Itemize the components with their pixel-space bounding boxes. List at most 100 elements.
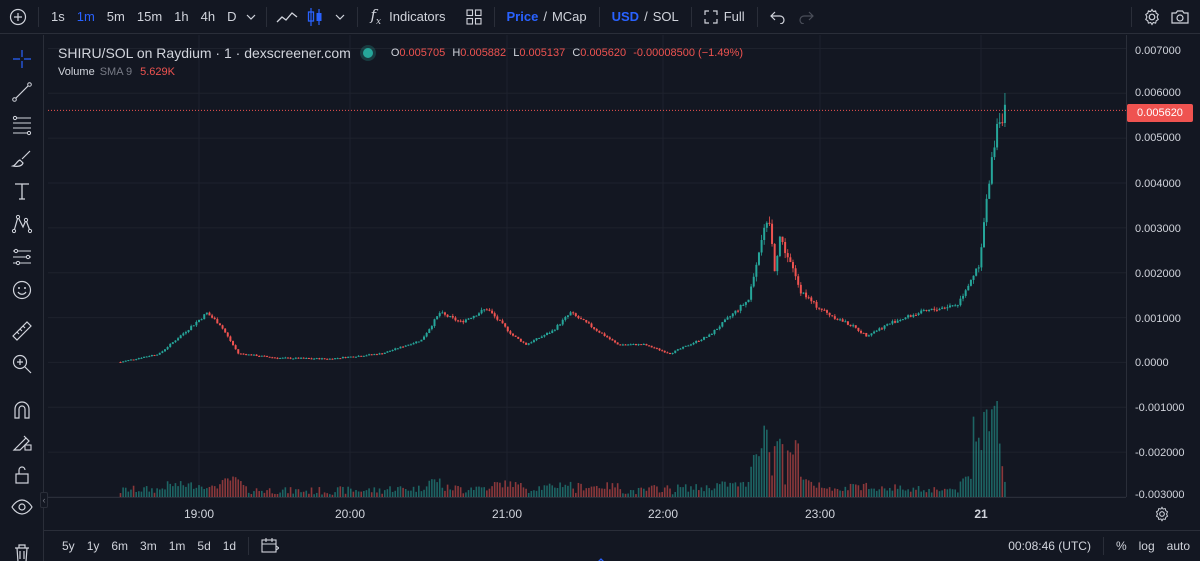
volume-value: 5.629K (140, 66, 175, 78)
interval-1m[interactable]: 1m (76, 9, 95, 24)
layouts-grid-icon[interactable] (460, 0, 488, 34)
candle-body (948, 305, 951, 308)
range-1m[interactable]: 1m (168, 539, 186, 553)
volume-bar (151, 488, 153, 497)
volume-bar (190, 482, 192, 497)
usd-option[interactable]: USD (611, 9, 640, 24)
crosshair-icon[interactable] (8, 45, 36, 73)
line-chart-type-icon[interactable] (273, 0, 301, 34)
zoom-in-icon[interactable] (8, 350, 36, 378)
candle-body (553, 329, 556, 331)
volume-bar (418, 485, 420, 497)
candle-body (802, 292, 805, 294)
volume-bar (525, 488, 527, 497)
interval-4h[interactable]: 4h (200, 9, 216, 24)
indicators-button[interactable]: fx Indicators (364, 0, 451, 34)
text-tool-icon[interactable] (8, 177, 36, 205)
change-value: -0.00008500 (−1.49%) (633, 47, 743, 59)
volume-bar (679, 487, 682, 497)
volume-bar (386, 489, 389, 497)
volume-bar (854, 484, 857, 497)
candle-body (899, 320, 902, 322)
chart-pane[interactable] (48, 35, 1126, 498)
volume-bar (192, 488, 195, 497)
fullscreen-button[interactable]: Full (698, 0, 751, 34)
pattern-tool-icon[interactable] (8, 210, 36, 238)
sol-option[interactable]: SOL (652, 9, 679, 24)
close-value: 0.005620 (580, 47, 627, 59)
screenshot-camera-icon[interactable] (1166, 0, 1194, 34)
candle-body (336, 358, 339, 360)
ruler-measure-icon[interactable] (8, 317, 36, 345)
candle-body (538, 337, 541, 339)
lock-drawings-icon[interactable] (8, 428, 36, 456)
top-toolbar: 1s 1m 5m 15m 1h 4h D fx Indicators Price… (0, 0, 1200, 34)
candle-body (258, 355, 261, 357)
candle-body (198, 319, 200, 322)
mcap-option[interactable]: MCap (551, 9, 587, 24)
log-toggle[interactable]: log (1138, 539, 1155, 553)
interval-1s[interactable]: 1s (51, 9, 65, 24)
auto-toggle[interactable]: auto (1166, 539, 1190, 553)
volume-bar (860, 490, 862, 497)
utc-clock[interactable]: 00:08:46 (UTC) (1008, 539, 1091, 553)
candle-body (247, 354, 250, 356)
range-3m[interactable]: 3m (140, 539, 157, 553)
volume-bar (329, 494, 331, 497)
settings-gear-icon[interactable] (1138, 0, 1166, 34)
brush-icon[interactable] (8, 144, 36, 172)
volume-bar (465, 492, 467, 497)
candle-body (771, 223, 774, 244)
range-5y[interactable]: 5y (62, 539, 75, 553)
date-range-calendar-icon[interactable] (255, 537, 285, 556)
interval-dropdown-chevron-icon[interactable] (242, 0, 260, 34)
price-mcap-toggle[interactable]: Price / MCap (501, 0, 593, 34)
volume-bar (611, 483, 614, 497)
price-scale[interactable]: 0.007000 0.006000 0.005000 0.004000 0.00… (1126, 35, 1200, 501)
volume-bar (567, 485, 569, 497)
candle-body (658, 348, 661, 351)
volume-bar (988, 431, 991, 497)
range-5d[interactable]: 5d (197, 539, 211, 553)
expand-up-chevron-icon[interactable] (596, 552, 606, 561)
collapse-toolbar-chevron-icon[interactable]: ‹ (40, 492, 48, 508)
interval-5m[interactable]: 5m (106, 9, 125, 24)
currency-toggle[interactable]: USD / SOL (606, 0, 685, 34)
candle-body (140, 357, 143, 359)
range-1y[interactable]: 1y (86, 539, 100, 553)
candle-body (143, 356, 146, 358)
add-symbol-icon[interactable] (4, 0, 32, 34)
candles-chart-type-icon[interactable] (301, 0, 329, 34)
candle-body (420, 339, 423, 342)
candle-body (551, 330, 554, 333)
range-6m[interactable]: 6m (111, 539, 129, 553)
time-scale[interactable]: 19:00 20:00 21:00 22:00 23:00 21 (48, 497, 1126, 529)
interval-d[interactable]: D (227, 9, 237, 24)
unlock-icon[interactable] (8, 461, 36, 489)
separator (690, 6, 692, 27)
redo-icon[interactable] (792, 0, 820, 34)
volume-bar (394, 490, 397, 497)
undo-icon[interactable] (764, 0, 792, 34)
prediction-tool-icon[interactable] (8, 243, 36, 271)
fib-retracement-icon[interactable] (8, 111, 36, 139)
percent-toggle[interactable]: % (1115, 539, 1127, 553)
price-option[interactable]: Price (506, 9, 539, 24)
eye-visibility-icon[interactable] (8, 493, 36, 521)
scale-settings-gear-icon[interactable] (1154, 506, 1170, 527)
volume-bar (920, 491, 922, 497)
candle-body (315, 358, 318, 360)
trend-line-icon[interactable] (8, 78, 36, 106)
interval-15m[interactable]: 15m (136, 9, 163, 24)
volume-bar (226, 478, 229, 497)
range-1d[interactable]: 1d (222, 539, 237, 553)
trash-icon[interactable] (8, 539, 36, 561)
emoji-icon[interactable] (8, 276, 36, 304)
volume-bar (970, 478, 972, 497)
chart-type-chevron-icon[interactable] (329, 0, 351, 34)
interval-1h[interactable]: 1h (174, 9, 189, 24)
volume-bar (954, 489, 957, 497)
candle-body (655, 348, 658, 350)
price-chart[interactable] (48, 35, 1126, 498)
magnet-icon[interactable] (8, 396, 36, 424)
